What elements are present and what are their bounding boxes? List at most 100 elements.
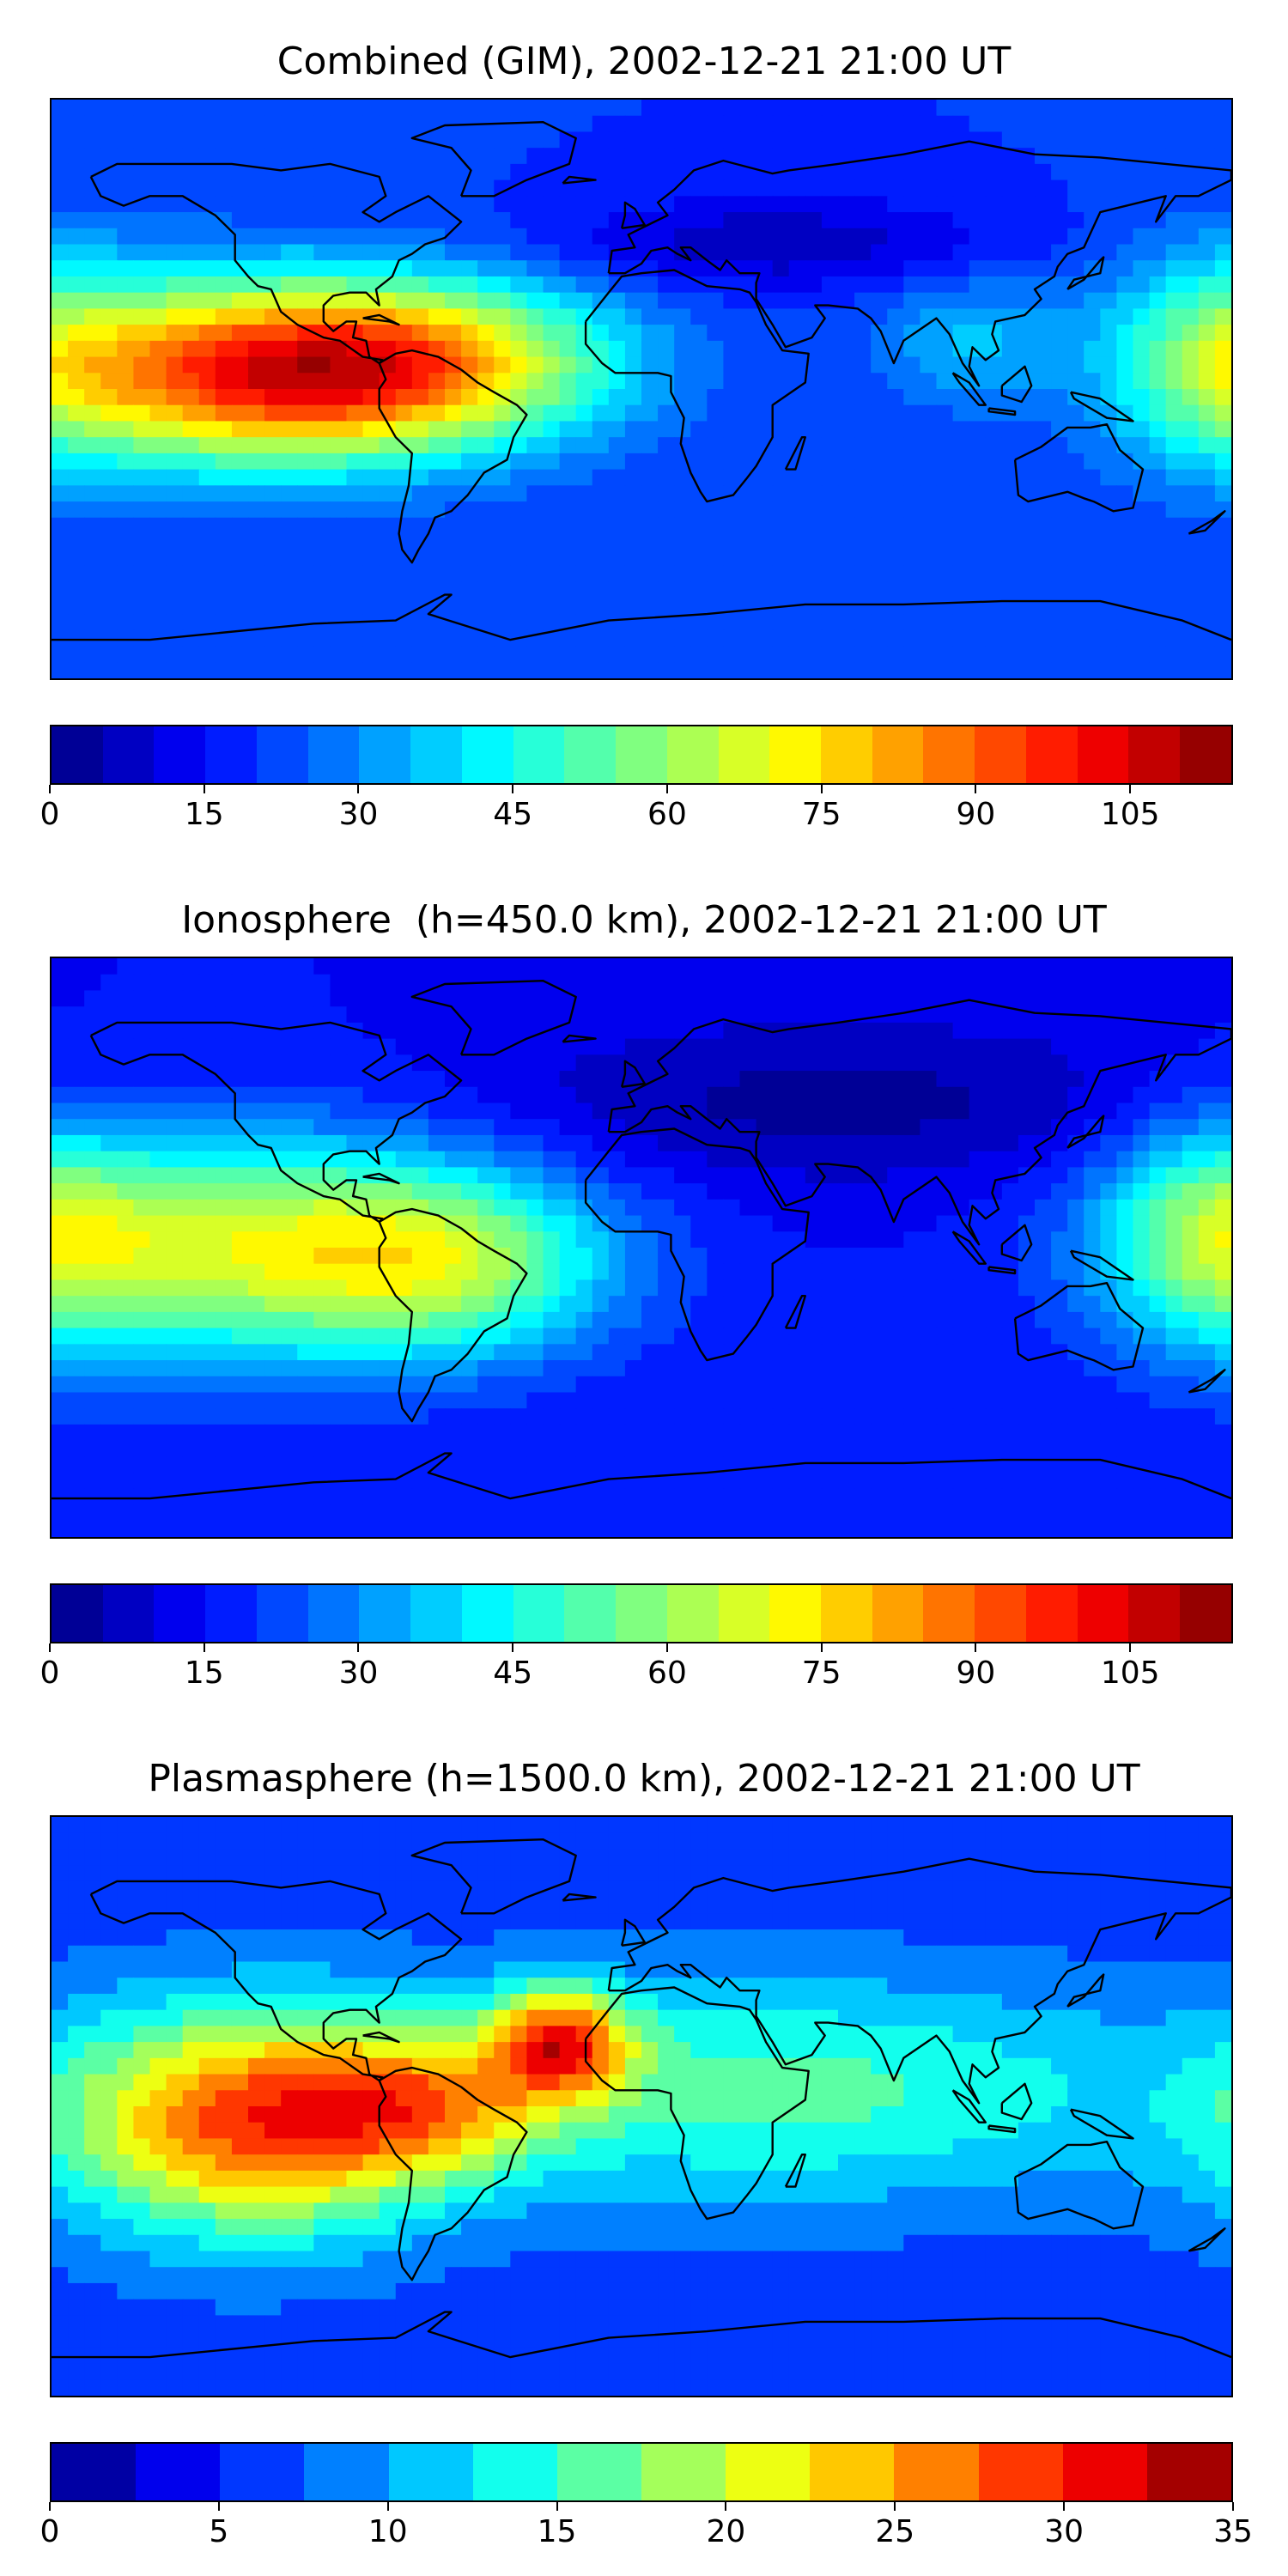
field-cell (871, 131, 888, 149)
field-cell (658, 958, 675, 975)
field-cell (690, 1183, 708, 1200)
field-cell (1067, 1167, 1084, 1184)
field-cell (690, 1151, 708, 1168)
field-cell (739, 990, 757, 1007)
field-cell (52, 437, 69, 454)
field-cell (100, 163, 118, 181)
field-cell (756, 437, 774, 454)
field-cell (624, 1086, 642, 1104)
field-cell (969, 1199, 987, 1217)
field-cell (117, 1344, 135, 1361)
field-cell (297, 260, 314, 277)
field-cell (641, 974, 659, 992)
field-cell (149, 1376, 167, 1394)
field-cell (1116, 1086, 1134, 1104)
field-cell (428, 1134, 446, 1152)
field-cell (871, 1456, 888, 1473)
field-cell (772, 1006, 790, 1024)
field-cell (231, 1360, 249, 1377)
field-cell (1198, 100, 1216, 117)
field-cell (1067, 1296, 1084, 1313)
field-cell (68, 373, 85, 390)
field-cell (445, 1134, 462, 1152)
field-cell (281, 1086, 298, 1104)
field-cell (330, 1151, 348, 1168)
field-cell (756, 1103, 774, 1120)
field-cell (149, 389, 167, 406)
field-cell (52, 662, 69, 678)
field-cell (149, 469, 167, 486)
field-cell (1165, 1119, 1183, 1136)
field-cell (215, 212, 233, 229)
field-cell (624, 958, 642, 975)
field-cell (788, 115, 806, 133)
field-cell (411, 1231, 429, 1249)
field-cell (428, 1296, 446, 1313)
field-cell (100, 1134, 118, 1152)
field-cell (428, 260, 446, 277)
field-cell (543, 1071, 561, 1088)
field-cell (297, 614, 314, 631)
field-cell (346, 501, 364, 519)
field-cell (510, 1248, 528, 1265)
field-cell (624, 1183, 642, 1200)
field-cell (510, 1424, 528, 1442)
field-cell (313, 974, 331, 992)
field-cell (952, 1263, 970, 1281)
field-cell (411, 1424, 429, 1442)
field-cell (887, 196, 904, 213)
field-cell (346, 404, 364, 422)
field-cell (1182, 1103, 1200, 1120)
field-cell (1116, 629, 1134, 647)
field-cell (690, 565, 708, 583)
field-cell (445, 1022, 462, 1040)
field-cell (1051, 1054, 1068, 1072)
field-cell (264, 404, 282, 422)
field-cell (461, 340, 478, 358)
field-cell (1214, 614, 1231, 631)
field-cell (117, 974, 135, 992)
field-cell (346, 646, 364, 663)
field-cell (559, 373, 577, 390)
field-cell (346, 1279, 364, 1297)
field-cell (772, 1408, 790, 1425)
field-cell (1018, 163, 1036, 181)
field-cell (624, 646, 642, 663)
field-cell (248, 389, 265, 406)
field-cell (854, 115, 872, 133)
field-cell (1067, 260, 1084, 277)
field-cell (1198, 1424, 1216, 1442)
field-cell (1018, 1038, 1036, 1055)
field-cell (477, 131, 495, 149)
field-cell (674, 1134, 691, 1152)
field-cell (788, 614, 806, 631)
field-cell (1084, 1440, 1101, 1457)
field-cell (313, 228, 331, 246)
field-cell (461, 958, 478, 975)
field-cell (1100, 1248, 1118, 1265)
field-cell (788, 1344, 806, 1361)
field-cell (739, 1263, 757, 1281)
field-cell (445, 1456, 462, 1473)
field-cell (985, 1134, 1003, 1152)
field-cell (690, 437, 708, 454)
field-cell (690, 629, 708, 647)
field-cell (84, 1311, 101, 1329)
field-cell (510, 662, 528, 678)
field-cell (690, 228, 708, 246)
field-cell (1149, 260, 1167, 277)
field-cell (1018, 1424, 1036, 1442)
field-cell (608, 550, 626, 567)
field-cell (624, 404, 642, 422)
field-cell (871, 1263, 888, 1281)
field-cell (1133, 1183, 1151, 1200)
field-cell (1198, 1296, 1216, 1313)
field-cell (1165, 1103, 1183, 1120)
field-cell (510, 1119, 528, 1136)
field-cell (854, 1440, 872, 1457)
field-cell (182, 581, 200, 598)
field-cell (805, 1086, 823, 1104)
field-cell (445, 115, 462, 133)
panel-2-title: Ionosphere (h=450.0 km), 2002-12-21 21:0… (181, 898, 1107, 942)
field-cell (543, 212, 561, 229)
